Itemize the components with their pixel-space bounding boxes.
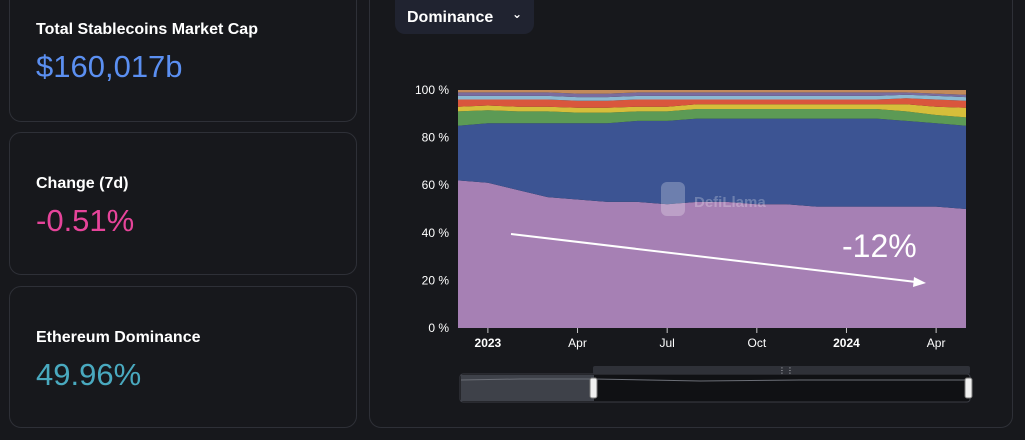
stat-value: 49.96% — [36, 357, 142, 392]
watermark-text: DefiLlama — [694, 194, 766, 211]
area-series-2 — [458, 109, 966, 126]
x-tick-label: Oct — [747, 336, 766, 350]
y-tick-label: 40 % — [422, 226, 450, 240]
range-handle-left[interactable] — [589, 377, 598, 399]
area-series-0 — [458, 180, 966, 328]
range-selector-preview-line — [460, 378, 968, 382]
stat-card-eth-dominance: Ethereum Dominance 49.96% — [9, 286, 357, 428]
dropdown-label: Dominance — [407, 9, 494, 26]
area-series-1 — [458, 118, 966, 209]
stat-card-market-cap: Total Stablecoins Market Cap $160,017b — [9, 0, 357, 122]
stat-label: Change (7d) — [36, 175, 129, 192]
y-tick-label: 100 % — [415, 83, 449, 97]
defillama-logo-icon — [661, 182, 685, 216]
trend-arrow-line — [510, 233, 917, 283]
area-series-6 — [458, 92, 966, 98]
area-series-4 — [458, 98, 966, 108]
stat-label: Ethereum Dominance — [36, 329, 201, 346]
stat-card-change-7d: Change (7d) -0.51% — [9, 132, 357, 275]
area-series-5 — [458, 94, 966, 101]
chart-type-dropdown[interactable]: Dominance ⌄ — [395, 0, 534, 34]
x-tick-label: Jul — [660, 336, 675, 350]
y-tick-label: 0 % — [428, 321, 449, 335]
x-tick-label: 2023 — [475, 336, 502, 350]
area-series-3 — [458, 104, 966, 118]
trend-arrowhead-icon — [913, 277, 926, 287]
chevron-down-icon: ⌄ — [512, 7, 523, 21]
y-tick-label: 80 % — [422, 131, 450, 145]
range-grip-icon[interactable]: ⋮⋮ — [778, 366, 794, 375]
stat-label: Total Stablecoins Market Cap — [36, 21, 258, 38]
range-selector-top-bar[interactable] — [593, 366, 970, 374]
range-handle-right[interactable] — [964, 377, 973, 399]
x-tick-label: Apr — [568, 336, 587, 350]
stat-value: -0.51% — [36, 203, 135, 238]
watermark: DefiLlama — [661, 182, 766, 216]
x-tick-label: 2024 — [833, 336, 860, 350]
range-selector[interactable]: ⋮⋮ — [459, 366, 973, 403]
area-series-7 — [458, 90, 966, 95]
y-tick-label: 20 % — [422, 273, 450, 287]
trend-annotation: -12% — [842, 228, 917, 264]
stat-value: $160,017b — [36, 49, 183, 84]
y-tick-label: 60 % — [422, 178, 450, 192]
x-tick-label: Apr — [927, 336, 946, 350]
